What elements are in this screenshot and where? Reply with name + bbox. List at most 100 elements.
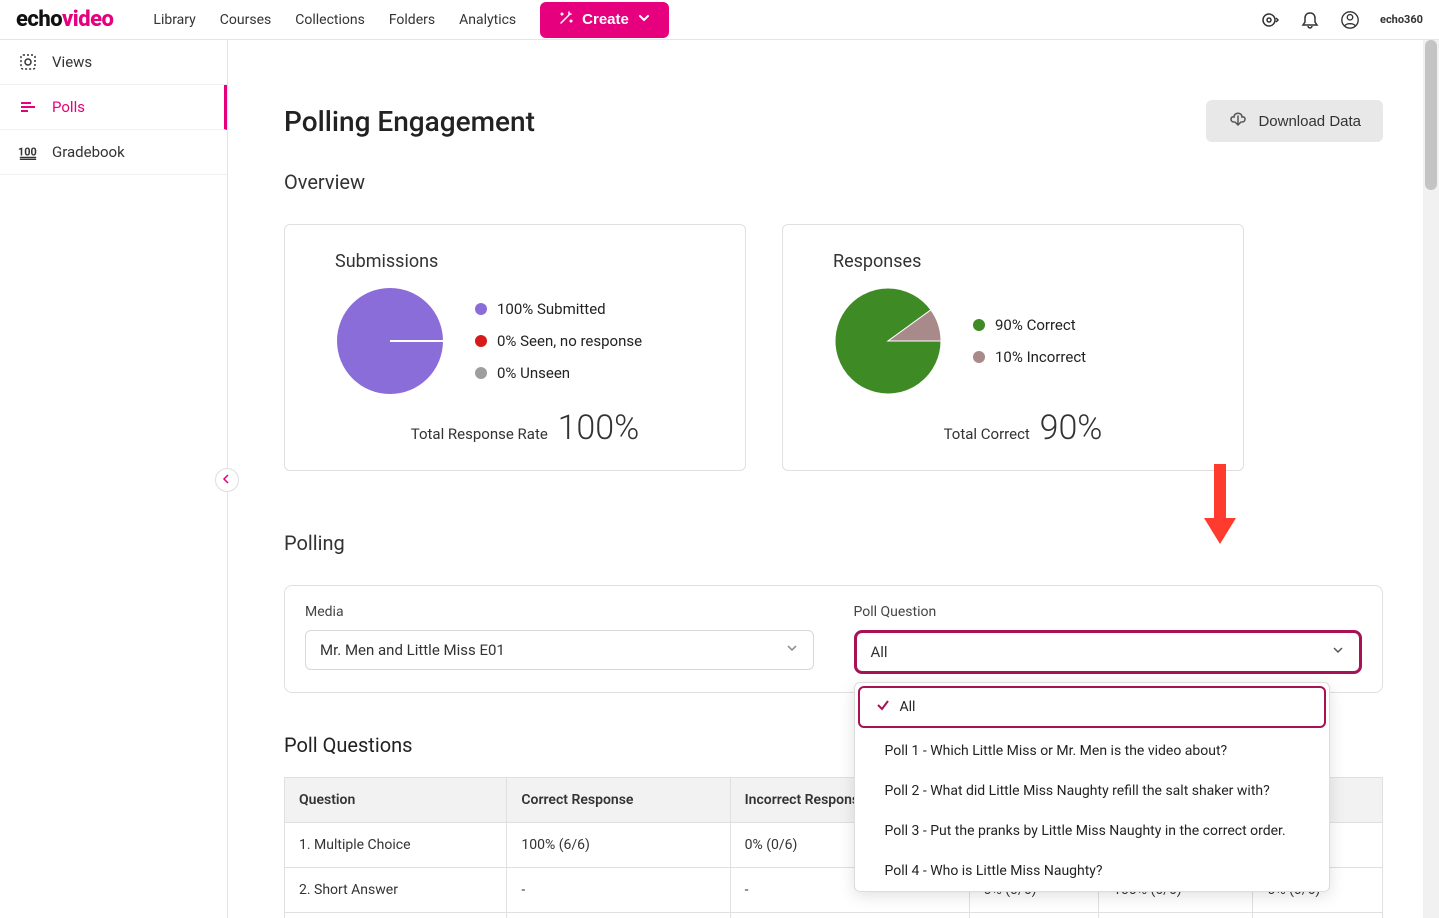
sidebar-item-label: Polls xyxy=(52,98,85,116)
create-button[interactable]: Create xyxy=(540,2,669,38)
gradebook-icon: 100 xyxy=(18,142,38,162)
dropdown-option-label: All xyxy=(900,699,916,715)
topbar: echovideo Library Courses Collections Fo… xyxy=(0,0,1439,40)
legend-dot xyxy=(475,335,487,347)
download-data-button[interactable]: Download Data xyxy=(1206,100,1383,142)
main-content: Polling Engagement Download Data Overvie… xyxy=(228,40,1439,918)
table-cell: 0% (0/6) xyxy=(969,913,1098,918)
responses-pie-chart xyxy=(833,286,943,396)
media-select[interactable]: Mr. Men and Little Miss E01 xyxy=(305,630,814,670)
submissions-legend: 100% Submitted 0% Seen, no response 0% Uns… xyxy=(475,300,642,382)
nav-analytics[interactable]: Analytics xyxy=(459,12,516,28)
dropdown-option-label: Poll 3 - Put the pranks by Little Miss N… xyxy=(885,823,1286,839)
sidebar-item-label: Gradebook xyxy=(52,143,125,161)
submissions-pie-chart xyxy=(335,286,445,396)
sidebar-item-views[interactable]: Views xyxy=(0,40,227,85)
submissions-total-value: 100% xyxy=(558,408,640,448)
views-icon xyxy=(18,52,38,72)
page-header: Polling Engagement Download Data xyxy=(284,100,1383,142)
create-button-label: Create xyxy=(582,11,629,28)
sidebar: Views Polls 100 Gradebook xyxy=(0,40,228,918)
dropdown-option-label: Poll 4 - Who is Little Miss Naughty? xyxy=(885,863,1103,879)
table-cell: 0% (0/6) xyxy=(1253,913,1383,918)
responses-total-label: Total Correct xyxy=(944,425,1030,443)
chevron-down-icon xyxy=(637,11,651,29)
legend-label: 90% Correct xyxy=(995,316,1076,334)
poll-question-dropdown: All Poll 1 - Which Little Miss or Mr. Men… xyxy=(854,682,1330,892)
annotation-arrow xyxy=(1200,464,1240,558)
wand-icon xyxy=(558,10,574,30)
responses-title: Responses xyxy=(833,251,1213,272)
sidebar-item-label: Views xyxy=(52,53,92,71)
legend-dot xyxy=(475,303,487,315)
logo[interactable]: echovideo xyxy=(16,7,113,32)
check-icon xyxy=(876,698,890,716)
legend-dot xyxy=(973,351,985,363)
user-icon[interactable] xyxy=(1340,10,1360,30)
polling-filters: Media Mr. Men and Little Miss E01 Poll Q… xyxy=(284,585,1383,693)
poll-question-select-value: All xyxy=(871,643,888,661)
legend-label: 10% Incorrect xyxy=(995,348,1086,366)
dropdown-option[interactable]: Poll 4 - Who is Little Miss Naughty? xyxy=(855,851,1329,891)
legend-label: 0% Unseen xyxy=(497,364,570,382)
media-label: Media xyxy=(305,604,814,620)
legend-item: 0% Seen, no response xyxy=(475,332,642,350)
table-cell: 100% (6/6) xyxy=(507,823,730,868)
submissions-total-label: Total Response Rate xyxy=(411,425,548,443)
dropdown-option[interactable]: Poll 1 - Which Little Miss or Mr. Men is… xyxy=(855,731,1329,771)
table-cell: 2. Short Answer xyxy=(285,868,507,913)
legend-label: 0% Seen, no response xyxy=(497,332,642,350)
scrollbar-thumb[interactable] xyxy=(1425,40,1437,190)
column-header: Correct Response xyxy=(507,778,730,823)
gear-icon[interactable] xyxy=(1260,10,1280,30)
legend-item: 90% Correct xyxy=(973,316,1086,334)
bell-icon[interactable] xyxy=(1300,10,1320,30)
legend-dot xyxy=(475,367,487,379)
table-cell: - xyxy=(507,868,730,913)
table-cell: 1. Multiple Choice xyxy=(285,823,507,868)
chevron-down-icon xyxy=(1331,643,1345,661)
sidebar-item-gradebook[interactable]: 100 Gradebook xyxy=(0,130,227,175)
polls-icon xyxy=(18,97,38,117)
poll-question-filter-col: Poll Question All AllPoll 1 - Which Litt… xyxy=(854,604,1363,674)
responses-total: Total Correct 90% xyxy=(833,408,1213,448)
table-row: 3. Ordered List67% (4/6)33% (2/6)0% (0/6… xyxy=(285,913,1383,918)
topbar-right: echo360 xyxy=(1260,10,1423,30)
legend-item: 10% Incorrect xyxy=(973,348,1086,366)
brand-right-label: echo360 xyxy=(1380,13,1423,26)
submissions-total: Total Response Rate 100% xyxy=(335,408,715,448)
submissions-title: Submissions xyxy=(335,251,715,272)
cloud-download-icon xyxy=(1228,110,1248,132)
dropdown-option-label: Poll 2 - What did Little Miss Naughty re… xyxy=(885,783,1270,799)
primary-nav: Library Courses Collections Folders Anal… xyxy=(153,12,516,28)
dropdown-option[interactable]: Poll 3 - Put the pranks by Little Miss N… xyxy=(855,811,1329,851)
legend-item: 0% Unseen xyxy=(475,364,642,382)
legend-label: 100% Submitted xyxy=(497,300,606,318)
responses-total-value: 90% xyxy=(1040,408,1103,448)
table-cell: 67% (4/6) xyxy=(507,913,730,918)
legend-item: 100% Submitted xyxy=(475,300,642,318)
responses-card: Responses 90% Correct 10% Incorrect Total… xyxy=(782,224,1244,471)
nav-collections[interactable]: Collections xyxy=(295,12,365,28)
overview-heading: Overview xyxy=(284,170,1383,194)
layout: Views Polls 100 Gradebook Polling Engage… xyxy=(0,40,1439,918)
submissions-card: Submissions 100% Submitted 0% Seen, no re… xyxy=(284,224,746,471)
dropdown-option[interactable]: Poll 2 - What did Little Miss Naughty re… xyxy=(855,771,1329,811)
responses-legend: 90% Correct 10% Incorrect xyxy=(973,316,1086,366)
sidebar-item-polls[interactable]: Polls xyxy=(0,85,227,130)
poll-question-label: Poll Question xyxy=(854,604,1363,620)
media-filter-col: Media Mr. Men and Little Miss E01 xyxy=(305,604,814,674)
nav-folders[interactable]: Folders xyxy=(389,12,435,28)
poll-question-select[interactable]: All xyxy=(854,630,1363,674)
table-cell: 100% (6/6) xyxy=(1099,913,1253,918)
overview-cards: Submissions 100% Submitted 0% Seen, no re… xyxy=(284,224,1383,471)
svg-text:100: 100 xyxy=(18,146,37,159)
column-header: Question xyxy=(285,778,507,823)
nav-courses[interactable]: Courses xyxy=(220,12,271,28)
media-select-value: Mr. Men and Little Miss E01 xyxy=(320,641,505,659)
nav-library[interactable]: Library xyxy=(153,12,195,28)
download-button-label: Download Data xyxy=(1258,113,1361,130)
dropdown-option[interactable]: All xyxy=(858,686,1326,728)
dropdown-option-label: Poll 1 - Which Little Miss or Mr. Men is… xyxy=(885,743,1228,759)
logo-part1: echo xyxy=(16,7,62,32)
